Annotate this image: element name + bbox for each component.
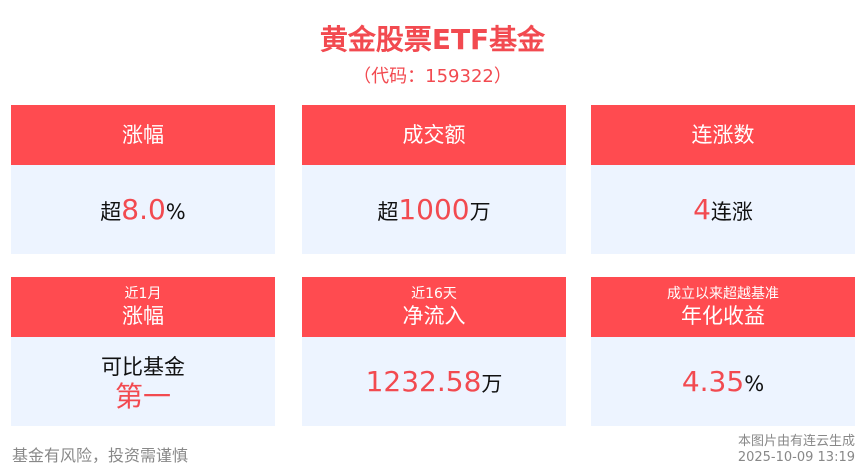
value: 4.35 [681,365,745,398]
disclaimer: 基金有风险，投资需谨慎 [12,446,189,465]
suffix: 万 [481,372,503,396]
card-turnover: 成交额 超1000万 [302,105,566,254]
suffix: 连涨 [710,200,753,224]
timestamp: 2025-10-09 13:19 [737,450,855,465]
value: 4 [693,193,711,226]
card-label: 涨幅 [122,123,164,147]
suffix: % [744,372,765,396]
card-sublabel: 近16天 [411,285,457,302]
value: 1000 [398,193,470,226]
card-label: 涨幅 [122,303,164,328]
suffix: % [165,200,186,224]
fund-code: （代码：159322） [353,66,512,87]
value: 1232.58 [365,365,482,398]
card-label: 净流入 [402,303,466,328]
page-title: 黄金股票ETF基金 [319,23,546,56]
card-net-inflow: 近16天 净流入 1232.58万 [302,277,566,426]
source: 本图片由有连云生成 [737,434,855,449]
prefix: 超 [377,200,399,224]
line1: 可比基金 [101,354,185,379]
card-streak: 连涨数 4连涨 [591,105,855,254]
card-sublabel: 近1月 [124,285,162,302]
prefix: 超 [100,200,122,224]
card-monthly-change: 近1月 涨幅 可比基金 第一 [11,277,275,426]
card-label: 连涨数 [691,123,755,147]
card-sublabel: 成立以来超越基准 [667,285,779,302]
card-label: 成交额 [402,123,466,147]
card-annual-return: 成立以来超越基准 年化收益 4.35% [591,277,855,426]
card-change: 涨幅 超8.0% [11,105,275,254]
suffix: 万 [469,200,491,224]
card-label: 年化收益 [681,303,765,328]
line2: 第一 [114,379,171,413]
source-info: 本图片由有连云生成 2025-10-09 13:19 [738,434,855,466]
value: 8.0 [121,193,166,226]
